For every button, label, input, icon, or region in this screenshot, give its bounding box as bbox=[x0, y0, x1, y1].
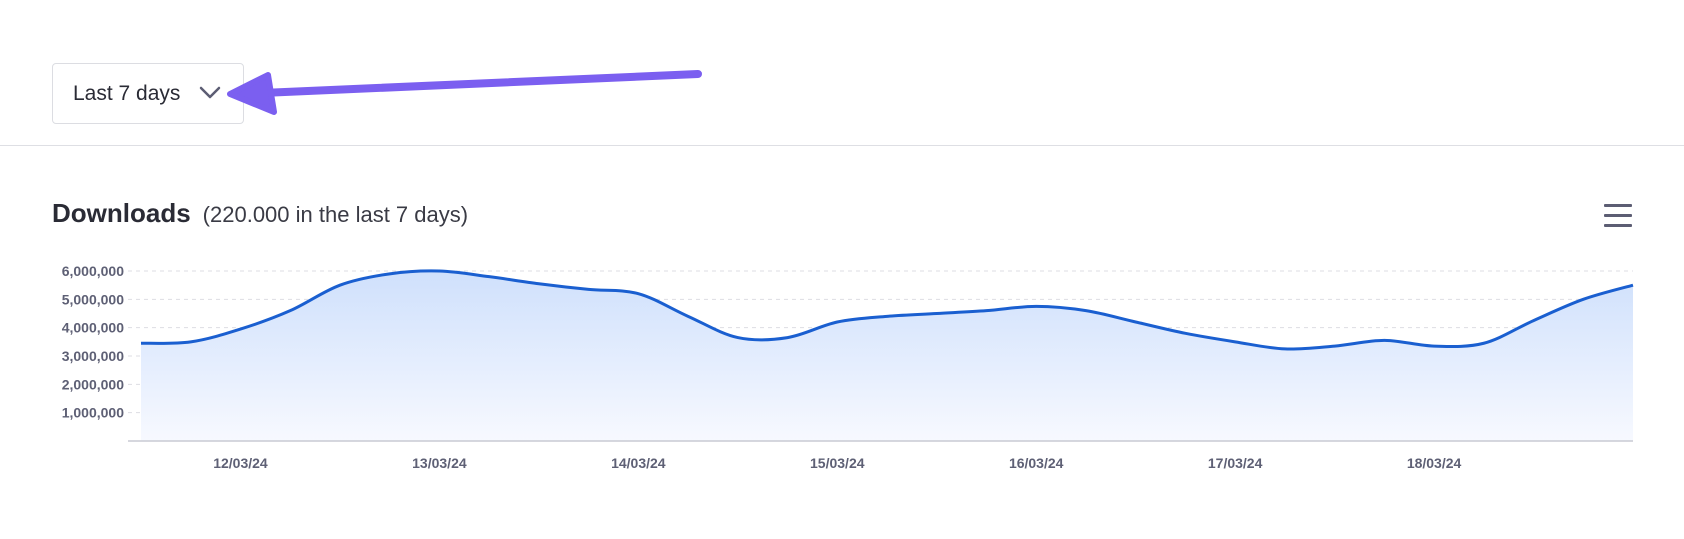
y-axis-ticks: 1,000,000 2,000,000 3,000,000 4,000,000 5,00… bbox=[62, 263, 124, 421]
date-range-select[interactable]: Last 7 days bbox=[52, 63, 244, 124]
chevron-down-icon bbox=[199, 86, 221, 99]
x-tick-label: 17/03/24 bbox=[1208, 455, 1263, 471]
x-tick-label: 13/03/24 bbox=[412, 455, 467, 471]
y-tick-label: 6,000,000 bbox=[62, 263, 124, 279]
y-tick-label: 1,000,000 bbox=[62, 405, 124, 421]
chart-header: Downloads (220.000 in the last 7 days) bbox=[52, 198, 468, 229]
x-axis-ticks: 12/03/24 13/03/24 14/03/24 15/03/24 16/03/24… bbox=[213, 455, 1461, 471]
x-tick-label: 16/03/24 bbox=[1009, 455, 1064, 471]
x-tick-label: 14/03/24 bbox=[611, 455, 666, 471]
y-tick-label: 2,000,000 bbox=[62, 376, 124, 392]
chart-subtitle: (220.000 in the last 7 days) bbox=[202, 202, 469, 227]
hamburger-menu-icon[interactable] bbox=[1604, 204, 1632, 228]
series-area bbox=[141, 270, 1633, 441]
x-tick-label: 18/03/24 bbox=[1407, 455, 1462, 471]
chart-title: Downloads bbox=[52, 198, 191, 228]
y-tick-label: 4,000,000 bbox=[62, 320, 124, 336]
x-tick-label: 12/03/24 bbox=[213, 455, 268, 471]
y-tick-label: 3,000,000 bbox=[62, 348, 124, 364]
series-line bbox=[140, 269, 1634, 351]
section-divider bbox=[0, 145, 1684, 146]
x-tick-label: 15/03/24 bbox=[810, 455, 865, 471]
y-tick-label: 5,000,000 bbox=[62, 291, 124, 307]
date-range-selected-value: Last 7 days bbox=[73, 81, 181, 105]
